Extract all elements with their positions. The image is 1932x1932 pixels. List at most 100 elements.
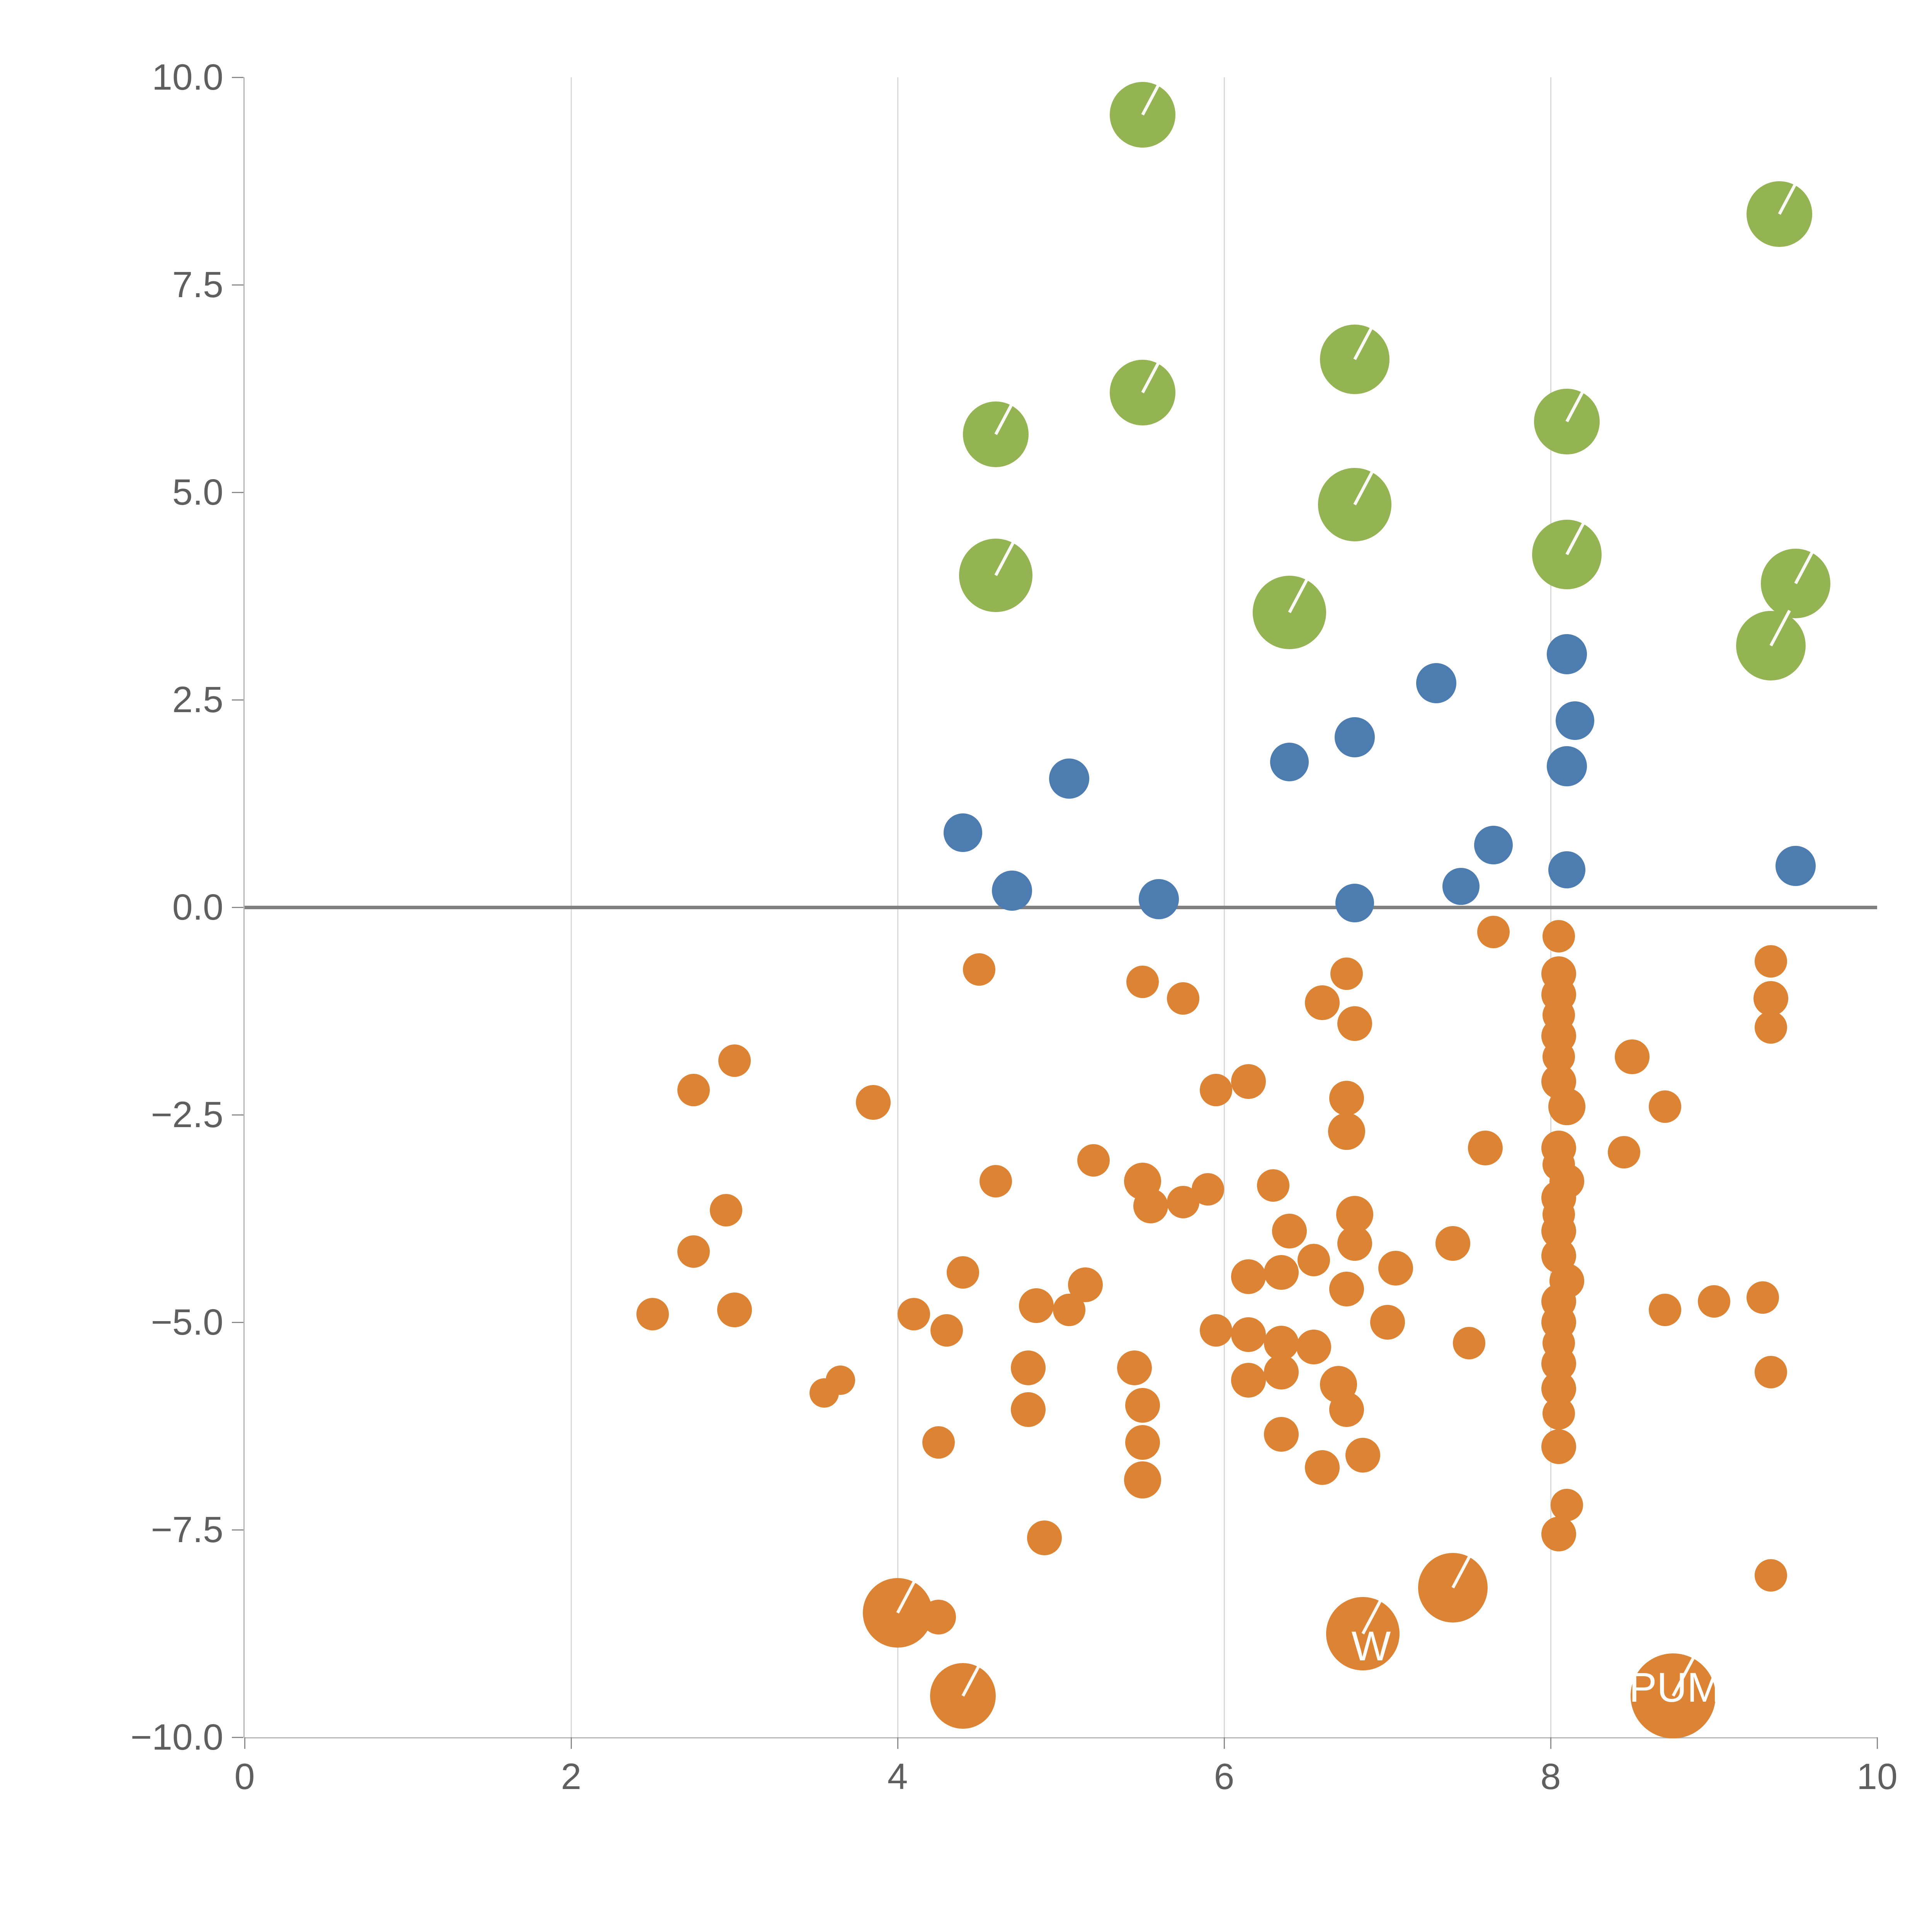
scatter-point-orange[interactable] bbox=[1329, 1272, 1364, 1307]
scatter-point-orange[interactable] bbox=[1697, 1285, 1730, 1318]
scatter-point-orange[interactable] bbox=[1264, 1325, 1299, 1361]
scatter-point-orange[interactable] bbox=[1326, 1595, 1400, 1670]
scatter-point-orange[interactable] bbox=[1330, 957, 1363, 990]
scatter-point-orange[interactable] bbox=[1337, 1006, 1372, 1041]
scatter-point-green[interactable] bbox=[1253, 575, 1326, 650]
scatter-point-orange[interactable] bbox=[1755, 1559, 1787, 1592]
scatter-point-orange[interactable] bbox=[1370, 1305, 1405, 1340]
scatter-point-orange[interactable] bbox=[1264, 1255, 1299, 1290]
scatter-point-orange[interactable] bbox=[1167, 982, 1200, 1015]
scatter-point-orange[interactable] bbox=[1117, 1350, 1152, 1386]
scatter-point-orange[interactable] bbox=[1755, 1011, 1787, 1044]
scatter-point-orange[interactable] bbox=[1468, 1130, 1503, 1165]
scatter-point-orange[interactable] bbox=[1027, 1520, 1062, 1556]
scatter-point-orange[interactable] bbox=[1231, 1363, 1266, 1398]
scatter-point-orange[interactable] bbox=[1435, 1226, 1470, 1261]
scatter-point-orange[interactable] bbox=[1298, 1243, 1330, 1276]
scatter-point-blue[interactable] bbox=[1547, 634, 1587, 674]
scatter-point-blue[interactable] bbox=[1416, 663, 1457, 704]
scatter-point-orange[interactable] bbox=[1304, 1450, 1340, 1485]
scatter-point-orange[interactable] bbox=[1615, 1039, 1650, 1074]
scatter-point-orange[interactable] bbox=[710, 1194, 743, 1227]
scatter-point-orange[interactable] bbox=[1125, 1388, 1160, 1423]
scatter-point-orange[interactable] bbox=[1418, 1552, 1488, 1623]
scatter-point-orange[interactable] bbox=[922, 1426, 955, 1459]
scatter-point-orange[interactable] bbox=[1648, 1090, 1681, 1123]
scatter-point-orange[interactable] bbox=[930, 1314, 963, 1347]
scatter-point-green[interactable] bbox=[1746, 180, 1812, 247]
scatter-point-green[interactable] bbox=[1109, 80, 1175, 148]
scatter-point-orange[interactable] bbox=[1543, 920, 1575, 953]
scatter-point-orange[interactable] bbox=[1755, 945, 1787, 978]
scatter-point-orange[interactable] bbox=[1124, 1461, 1161, 1499]
scatter-point-orange[interactable] bbox=[1345, 1437, 1381, 1473]
scatter-point-orange[interactable] bbox=[1329, 1081, 1364, 1116]
scatter-point-orange[interactable] bbox=[1191, 1173, 1224, 1206]
scatter-point-orange[interactable] bbox=[1541, 1429, 1577, 1464]
scatter-point-blue[interactable] bbox=[1270, 743, 1309, 782]
scatter-point-orange[interactable] bbox=[898, 1298, 930, 1330]
scatter-point-green[interactable] bbox=[1318, 467, 1391, 542]
scatter-point-orange[interactable] bbox=[1019, 1288, 1054, 1323]
scatter-point-green[interactable] bbox=[1760, 548, 1830, 619]
scatter-point-blue[interactable] bbox=[1442, 868, 1480, 905]
scatter-point-orange[interactable] bbox=[863, 1577, 932, 1648]
scatter-point-orange[interactable] bbox=[1011, 1392, 1046, 1427]
scatter-point-orange[interactable] bbox=[1477, 916, 1510, 949]
scatter-point-orange[interactable] bbox=[1053, 1293, 1085, 1326]
scatter-point-blue[interactable] bbox=[944, 813, 982, 852]
scatter-point-orange[interactable] bbox=[1296, 1330, 1332, 1365]
scatter-point-orange[interactable] bbox=[855, 1085, 891, 1120]
scatter-point-blue[interactable] bbox=[1548, 851, 1586, 889]
scatter-point-orange[interactable] bbox=[1231, 1317, 1266, 1352]
scatter-point-orange[interactable] bbox=[1452, 1327, 1485, 1359]
scatter-point-green[interactable] bbox=[1109, 358, 1175, 426]
scatter-point-green[interactable] bbox=[1320, 323, 1389, 395]
scatter-point-orange[interactable] bbox=[1264, 1354, 1299, 1389]
scatter-point-orange[interactable] bbox=[1125, 1425, 1160, 1460]
scatter-point-blue[interactable] bbox=[992, 871, 1032, 911]
scatter-point-orange[interactable] bbox=[1231, 1259, 1266, 1294]
scatter-point-green[interactable] bbox=[1532, 519, 1602, 590]
scatter-point-orange[interactable] bbox=[1551, 1488, 1583, 1521]
scatter-point-blue[interactable] bbox=[1139, 879, 1179, 919]
scatter-point-orange[interactable] bbox=[1272, 1213, 1307, 1248]
scatter-point-orange[interactable] bbox=[826, 1366, 855, 1395]
scatter-point-orange[interactable] bbox=[1747, 1281, 1779, 1314]
scatter-point-orange[interactable] bbox=[1199, 1314, 1232, 1347]
scatter-point-blue[interactable] bbox=[1775, 845, 1816, 886]
scatter-point-orange[interactable] bbox=[677, 1073, 710, 1106]
scatter-point-orange[interactable] bbox=[1328, 1112, 1365, 1150]
scatter-point-orange[interactable] bbox=[636, 1298, 669, 1330]
scatter-point-orange[interactable] bbox=[1199, 1073, 1232, 1106]
scatter-point-blue[interactable] bbox=[1335, 884, 1374, 923]
scatter-point-orange[interactable] bbox=[1648, 1293, 1681, 1326]
scatter-point-orange[interactable] bbox=[921, 1599, 956, 1634]
scatter-point-orange[interactable] bbox=[1126, 966, 1159, 998]
scatter-point-orange[interactable] bbox=[1753, 981, 1789, 1016]
scatter-point-orange[interactable] bbox=[677, 1235, 710, 1268]
scatter-point-orange[interactable] bbox=[1304, 985, 1340, 1020]
scatter-point-blue[interactable] bbox=[1556, 701, 1595, 740]
scatter-point-green[interactable] bbox=[959, 537, 1032, 612]
scatter-point-orange[interactable] bbox=[930, 1662, 996, 1729]
scatter-point-orange[interactable] bbox=[1755, 1355, 1787, 1388]
scatter-point-orange[interactable] bbox=[1329, 1392, 1364, 1427]
scatter-point-green[interactable] bbox=[1534, 387, 1600, 455]
scatter-point-orange[interactable] bbox=[947, 1256, 979, 1289]
scatter-point-blue[interactable] bbox=[1049, 759, 1089, 799]
scatter-point-orange[interactable] bbox=[1608, 1136, 1641, 1168]
scatter-point-orange[interactable] bbox=[1264, 1417, 1299, 1452]
scatter-point-orange[interactable] bbox=[1257, 1169, 1289, 1202]
scatter-point-orange[interactable] bbox=[1548, 1088, 1586, 1125]
scatter-point-orange[interactable] bbox=[718, 1044, 751, 1077]
scatter-point-orange[interactable] bbox=[717, 1292, 752, 1327]
scatter-point-blue[interactable] bbox=[1474, 825, 1513, 864]
scatter-point-orange[interactable] bbox=[1011, 1350, 1046, 1386]
scatter-point-orange[interactable] bbox=[1541, 1516, 1577, 1551]
scatter-point-orange[interactable] bbox=[1231, 1064, 1266, 1099]
scatter-point-orange[interactable] bbox=[1077, 1144, 1110, 1177]
scatter-point-green[interactable] bbox=[1736, 610, 1806, 681]
scatter-point-orange[interactable] bbox=[1133, 1189, 1168, 1224]
scatter-point-green[interactable] bbox=[963, 400, 1029, 467]
